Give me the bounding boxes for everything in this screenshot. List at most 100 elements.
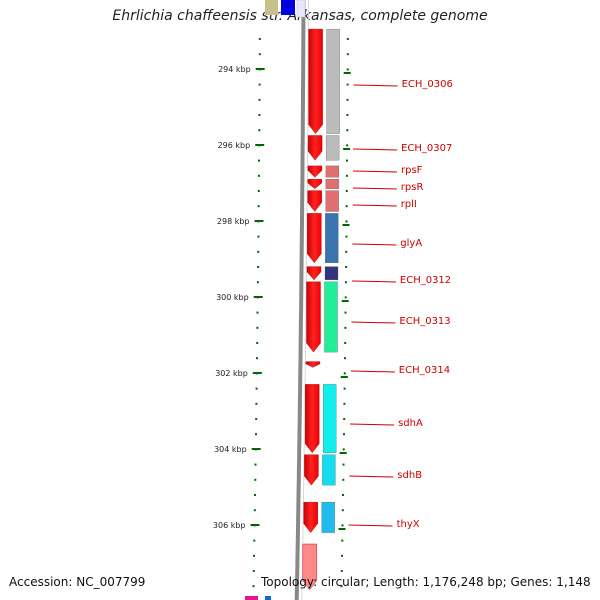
tick-dot <box>255 387 258 390</box>
tick-dot <box>257 174 260 177</box>
tick-dot <box>345 220 348 223</box>
tick-dot <box>258 129 261 132</box>
tick-dot <box>345 235 348 238</box>
tick-dot <box>342 478 345 481</box>
gene-label: glyA <box>400 238 422 249</box>
gene-label: ECH_0306 <box>402 79 453 90</box>
gene-leader-line <box>351 321 396 324</box>
tick-dot <box>344 281 347 284</box>
tick-dot <box>345 250 348 253</box>
function-box <box>323 384 337 453</box>
cds-arrow <box>305 361 321 368</box>
tick-dot <box>253 554 255 557</box>
tick-dot <box>257 250 260 253</box>
tick-dot <box>258 114 261 116</box>
gene-labels: ECH_0306 ECH_0307 rpsF rpsR rplI glyA ECH_0312… <box>348 79 453 530</box>
tick-dot <box>258 83 261 86</box>
gene-leader-line <box>353 148 398 151</box>
kbp-tick-label: 300 kbp <box>216 293 249 302</box>
function-box <box>326 28 340 134</box>
tick-dot <box>256 311 259 314</box>
tick-dot <box>343 402 346 405</box>
tick-dot <box>252 585 255 588</box>
kbp-tick-label: 298 kbp <box>217 217 250 226</box>
tick-dot <box>344 357 346 360</box>
tick-dot <box>341 554 343 557</box>
tick-dot <box>256 357 258 360</box>
gene-label: rpsF <box>401 165 423 176</box>
tick-dot <box>254 463 257 466</box>
tick-dot <box>340 570 343 572</box>
gene-leader-line <box>352 170 398 173</box>
kbp-tick-label: 304 kbp <box>214 445 247 454</box>
inner-major-tick <box>340 376 348 378</box>
tick-dot <box>253 539 256 542</box>
cds-arrow <box>306 266 322 281</box>
tick-dot <box>344 326 347 329</box>
kbp-tick <box>255 144 265 146</box>
tick-dot <box>257 205 260 208</box>
cds-arrow <box>305 384 320 454</box>
tick-dot <box>346 129 349 132</box>
tick-dot <box>346 114 349 116</box>
tick-dot <box>254 478 257 481</box>
tick-dot <box>257 266 260 268</box>
inner-tick-dots <box>338 38 351 588</box>
kbp-tick-label: 294 kbp <box>218 65 251 74</box>
tick-dot <box>346 159 348 162</box>
function-box <box>324 281 338 353</box>
inner-major-tick <box>341 300 349 302</box>
gene-features <box>302 28 340 590</box>
top-white-feature <box>296 0 306 18</box>
bottom-magenta-feature <box>245 596 258 600</box>
accession-text: Accession: NC_007799 <box>9 575 146 589</box>
tick-dot <box>257 235 260 238</box>
tick-dot <box>346 53 349 56</box>
gene-leader-line <box>348 524 393 527</box>
cds-arrow <box>307 213 322 264</box>
gene-leader-line <box>349 475 394 478</box>
gene-leader-line <box>352 187 397 190</box>
gene-leader-line <box>351 280 396 283</box>
kbp-tick <box>250 524 260 526</box>
tick-dot <box>342 494 344 496</box>
kbp-tick-label: 306 kbp <box>213 521 246 530</box>
kbp-tick <box>255 68 265 70</box>
tick-dot <box>345 205 348 208</box>
function-box <box>325 190 339 212</box>
top-olive-feature <box>265 0 278 15</box>
tick-dot <box>346 83 349 86</box>
kbp-tick <box>251 448 261 450</box>
tick-dot <box>342 463 345 466</box>
inner-major-tick <box>338 528 346 530</box>
tick-dot <box>345 266 348 268</box>
kbp-tick-label: 302 kbp <box>215 369 248 378</box>
outer-tick-dots <box>252 38 261 588</box>
tick-dot <box>258 98 261 101</box>
cds-arrow <box>306 281 321 353</box>
cds-arrow <box>307 135 323 161</box>
inner-major-tick <box>343 72 351 74</box>
tick-dot <box>343 387 346 390</box>
tick-dot <box>256 342 259 344</box>
gene-leader-line <box>353 84 398 87</box>
tick-dot <box>253 509 256 512</box>
tick-dot <box>346 68 349 71</box>
tick-dot <box>341 539 344 542</box>
tick-dot <box>344 342 347 344</box>
tick-dot <box>340 585 343 588</box>
gene-leader-line <box>350 370 395 373</box>
tick-dot <box>255 433 257 436</box>
cds-arrow <box>302 543 317 590</box>
cds-arrow <box>303 502 318 533</box>
tick-dot <box>341 509 344 512</box>
genome-backbone-outer <box>301 0 309 600</box>
gene-label: thyX <box>397 519 420 530</box>
tick-dot <box>343 433 345 436</box>
function-box <box>325 165 340 178</box>
gene-label: ECH_0312 <box>400 275 451 286</box>
function-box <box>321 502 335 533</box>
tick-dot <box>341 524 344 527</box>
tick-dot <box>346 98 349 101</box>
